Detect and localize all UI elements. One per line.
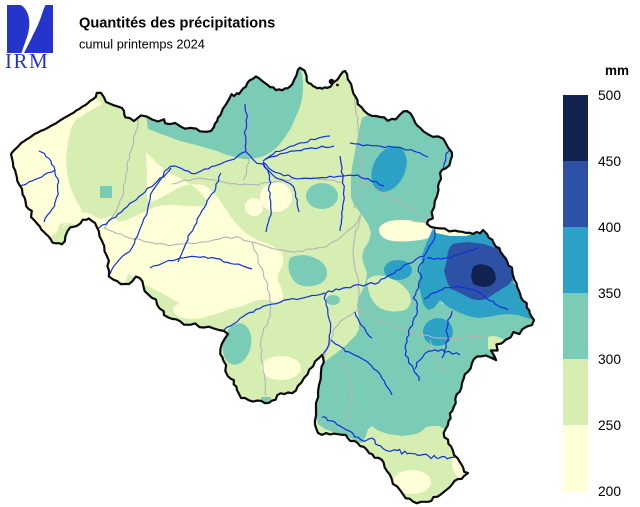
svg-text:450: 450 xyxy=(598,154,621,169)
svg-text:cumul printemps 2024: cumul printemps 2024 xyxy=(79,37,205,52)
svg-text:Quantités des précipitations: Quantités des précipitations xyxy=(79,16,275,32)
svg-text:IRM: IRM xyxy=(5,49,49,73)
svg-text:300: 300 xyxy=(598,352,621,367)
svg-text:250: 250 xyxy=(598,418,621,433)
svg-text:mm: mm xyxy=(605,63,629,78)
svg-text:350: 350 xyxy=(598,286,621,301)
svg-text:200: 200 xyxy=(598,484,621,499)
svg-text:400: 400 xyxy=(598,220,621,235)
svg-text:500: 500 xyxy=(598,88,621,103)
